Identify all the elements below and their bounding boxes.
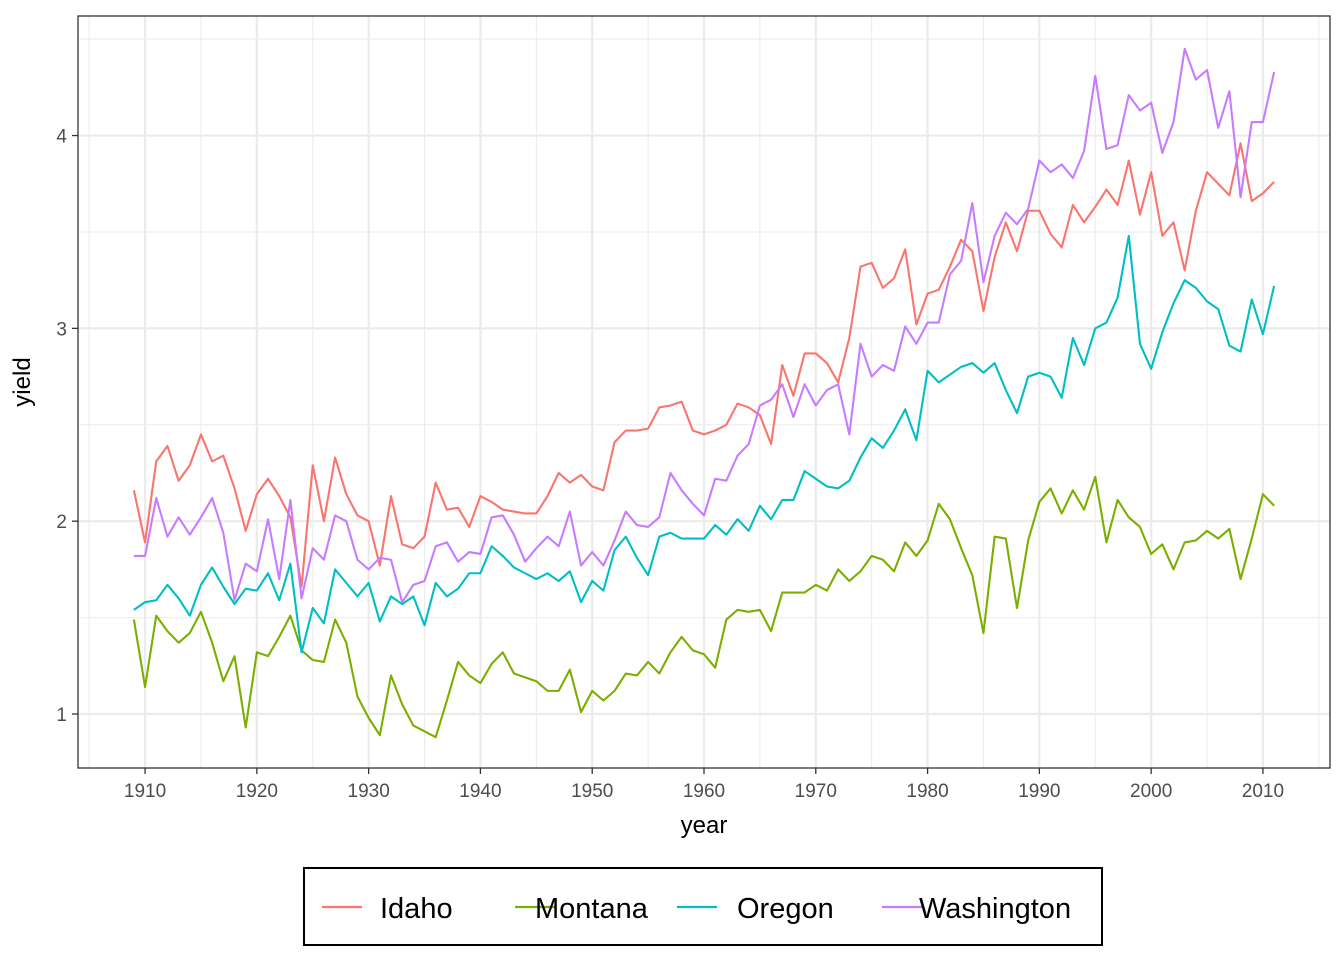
x-tick-label: 1960 — [683, 781, 725, 802]
y-tick-label: 3 — [56, 319, 67, 340]
series-lines — [132, 47, 1276, 739]
legend-label-oregon: Oregon — [737, 893, 834, 925]
series-line-oregon — [133, 234, 1276, 654]
legend-label-montana: Montana — [535, 893, 649, 925]
y-tick-label: 4 — [56, 127, 67, 148]
series-line-montana — [132, 475, 1275, 739]
y-axis-ticks: 1 2 3 4 — [56, 127, 78, 726]
x-tick-label: 1920 — [236, 781, 278, 802]
x-tick-label: 1910 — [124, 781, 166, 802]
series-line-idaho — [132, 142, 1275, 588]
x-tick-label: 1990 — [1018, 781, 1060, 802]
x-tick-label: 1970 — [795, 781, 837, 802]
x-axis-title: year — [681, 812, 728, 839]
y-axis-title: yield — [9, 357, 36, 406]
x-tick-label: 1950 — [571, 781, 613, 802]
x-tick-label: 2000 — [1130, 781, 1172, 802]
x-tick-label: 2010 — [1242, 781, 1284, 802]
series-line-washington — [133, 47, 1276, 604]
y-tick-label: 1 — [56, 705, 67, 726]
y-tick-label: 2 — [56, 512, 67, 533]
legend-label-idaho: Idaho — [380, 893, 453, 925]
legend: Idaho Montana Oregon Washington — [303, 867, 1103, 946]
x-axis-ticks: 1910 1920 1930 1940 1950 1960 1970 1980 1990 2000… — [124, 768, 1284, 802]
major-gridlines — [78, 16, 1330, 768]
x-tick-label: 1930 — [348, 781, 390, 802]
legend-label-washington: Washington — [919, 893, 1071, 925]
x-tick-label: 1940 — [459, 781, 501, 802]
x-tick-label: 1980 — [906, 781, 948, 802]
